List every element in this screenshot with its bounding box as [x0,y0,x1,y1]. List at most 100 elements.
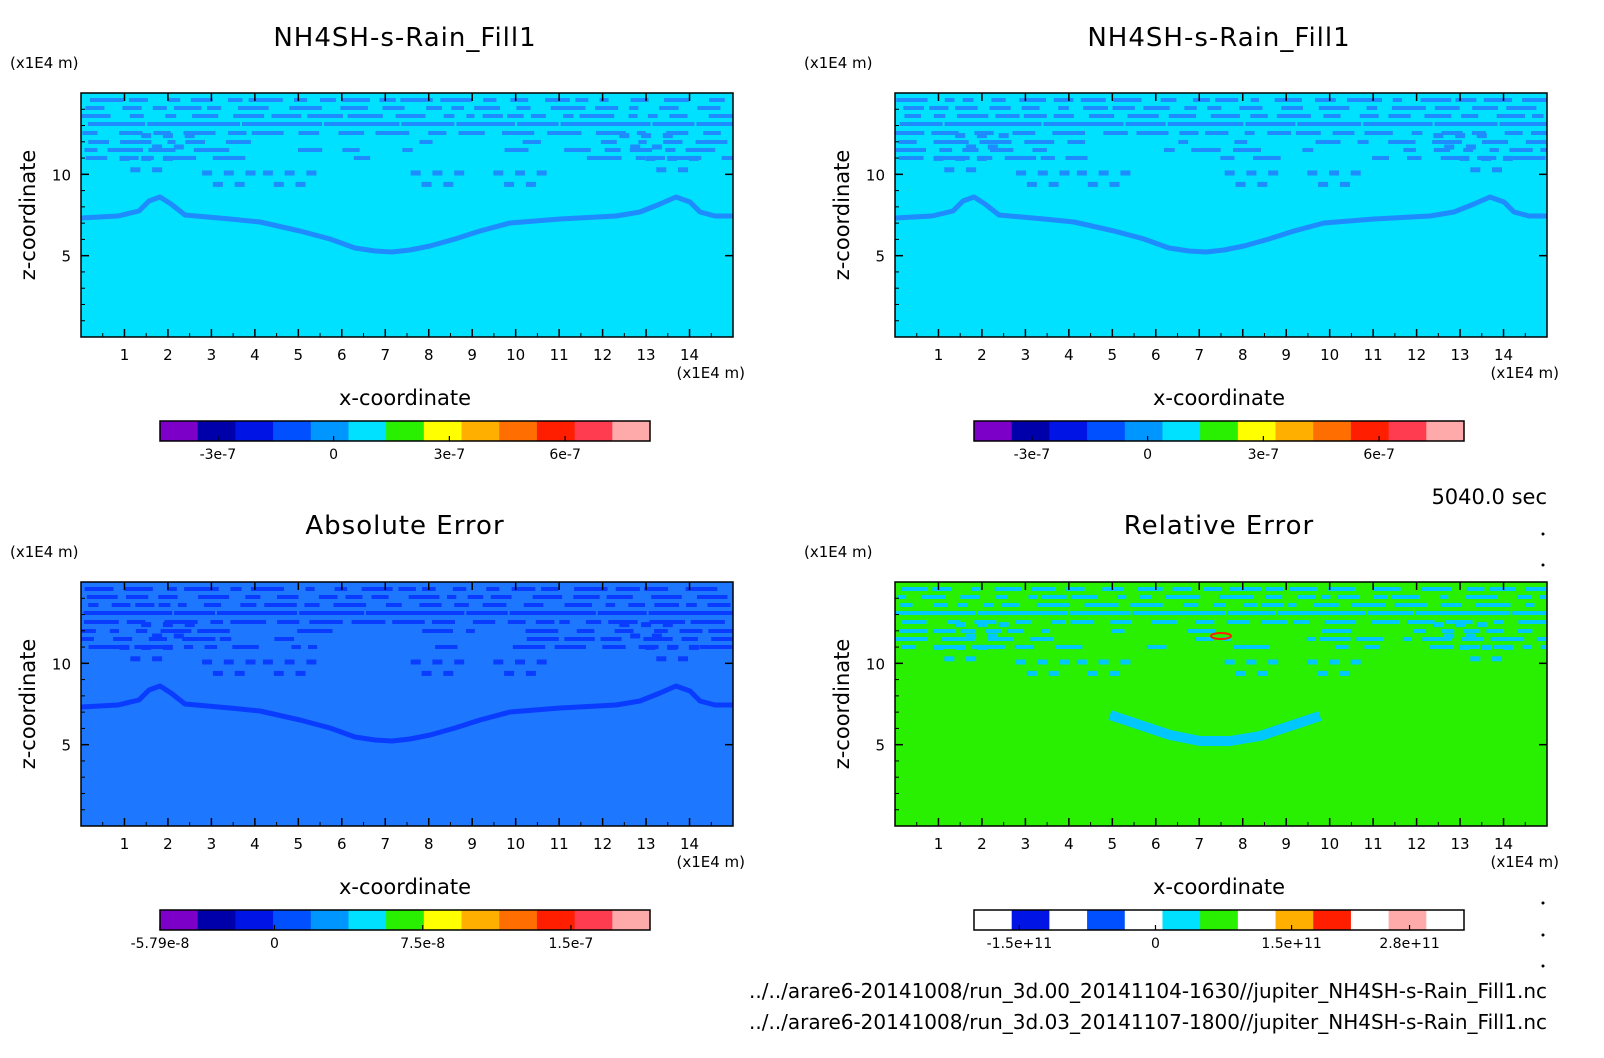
heatmap-band-segment [1413,629,1427,633]
heatmap-band-segment [152,106,167,110]
heatmap-band-segment [526,637,559,641]
heatmap-blob-cell [1455,133,1466,139]
heatmap-band-segment [596,131,626,135]
heatmap-blob-cell [1235,670,1246,676]
heatmap-band-segment [1433,148,1450,152]
heatmap-band-segment [177,603,187,607]
colorbar-tick-label: -3e-7 [1014,447,1051,463]
y-tick-label: 10 [52,166,71,184]
heatmap-band-segment [1234,140,1248,144]
heatmap-band-segment [1052,131,1085,135]
heatmap-band-segment [320,98,336,102]
heatmap-band-segment [507,114,524,118]
heatmap-band-segment [1112,106,1135,110]
heatmap-band-segment [212,156,246,160]
heatmap-band-segment [1483,98,1512,102]
heatmap-band-segment [1415,611,1511,615]
heatmap-blob-cell [1076,659,1087,665]
heatmap-band-segment [1532,114,1544,118]
heatmap-band-segment [898,156,924,160]
y-axis-title: z-coordinate [16,639,40,770]
colorbar-swatch [1049,421,1088,441]
heatmap-band-segment [983,603,994,607]
heatmap-band-segment [88,645,123,649]
x-tick-label: 6 [337,346,347,364]
heatmap-band-segment [1117,595,1127,599]
heatmap-band-segment [386,603,402,607]
x-tick-label: 14 [1494,346,1513,364]
heatmap-blob-cell [966,167,977,173]
heatmap-band-segment [228,98,243,102]
heatmap-band-segment [898,140,917,144]
heatmap-blob-cell [688,644,699,650]
heatmap-band-segment [419,140,433,144]
heatmap-band-segment [1004,156,1037,160]
heatmap-band-segment [1486,629,1503,633]
heatmap-band-segment [1164,148,1175,152]
heatmap-band-segment [1088,114,1115,118]
heatmap-band-segment [1540,645,1547,649]
y-tick-label: 5 [875,248,885,266]
heatmap-band-segment [1315,98,1336,102]
panel-title: NH4SH-s-Rain_Fill1 [273,23,536,53]
heatmap-blob-cell [619,133,630,139]
y-unit-label: (x1E4 m) [10,54,79,72]
heatmap-band-segment [84,148,98,152]
heatmap-band-segment [1083,106,1108,110]
heatmap-blob-cell [1459,155,1470,161]
heatmap-blob-cell [262,170,273,176]
heatmap-band-segment [1187,629,1216,633]
heatmap-band-segment [585,620,602,624]
heatmap-blob-cell [515,659,525,665]
heatmap-band-segment [84,587,114,591]
x-unit-label: (x1E4 m) [676,853,745,871]
heatmap-band-segment [122,106,142,110]
heatmap-band-segment [1461,114,1479,118]
heatmap-blob-cell [662,133,673,139]
heatmap-band-segment [934,645,956,649]
heatmap-band-segment [1359,114,1379,118]
heatmap-band-segment [932,587,952,591]
heatmap-band-segment [600,140,617,144]
heatmap-band-segment [703,131,721,135]
heatmap-band-segment [989,106,1011,110]
heatmap-band-segment [896,98,928,102]
heatmap-blob-cell [202,659,213,665]
heatmap-blob-cell [641,622,652,628]
heatmap-blob-cell [1098,659,1109,665]
heatmap-blob-cell [295,181,306,187]
heatmap-band-segment [1019,98,1046,102]
x-tick-label: 2 [977,835,987,853]
heatmap-band-segment [685,587,718,591]
heatmap-top-bands [895,587,1547,649]
heatmap-band-segment [1422,637,1452,641]
colorbar: -3e-7 0 3e-7 6e-7 [159,420,651,463]
heatmap-band-segment [1058,106,1069,110]
heatmap-band-segment [1518,620,1547,624]
heatmap-band-segment [1394,603,1427,607]
colorbar-swatch [461,910,500,930]
heatmap-band-segment [1024,140,1055,144]
heatmap-band-segment [522,140,541,144]
heatmap-blob-cell [1235,181,1246,187]
x-tick-label: 10 [506,835,525,853]
heatmap-band-segment [1411,131,1423,135]
heatmap-band-segment [1364,645,1380,649]
heatmap-blob-cell [1444,144,1455,150]
heatmap-blob-cell [944,656,955,662]
heatmap-band-segment [554,645,586,649]
heatmap-band-segment [160,629,192,633]
heatmap-blob-cell [1307,170,1318,176]
x-axis: 1 2 3 4 5 6 7 8 9 10 11 12 13 14 [102,93,712,364]
heatmap-band-segment [1321,595,1331,599]
heatmap-blob-cell [162,622,173,628]
heatmap-band-segment [1227,611,1276,615]
heatmap-band-segment [559,620,570,624]
heatmap-blob-cell [1246,170,1257,176]
heatmap-band-segment [636,131,646,135]
heatmap-band-segment [547,131,582,135]
heatmap-band-segment [597,611,647,615]
heatmap-band-segment [452,587,467,591]
heatmap-band-segment [1306,637,1316,641]
y-axis-title: z-coordinate [830,639,854,770]
